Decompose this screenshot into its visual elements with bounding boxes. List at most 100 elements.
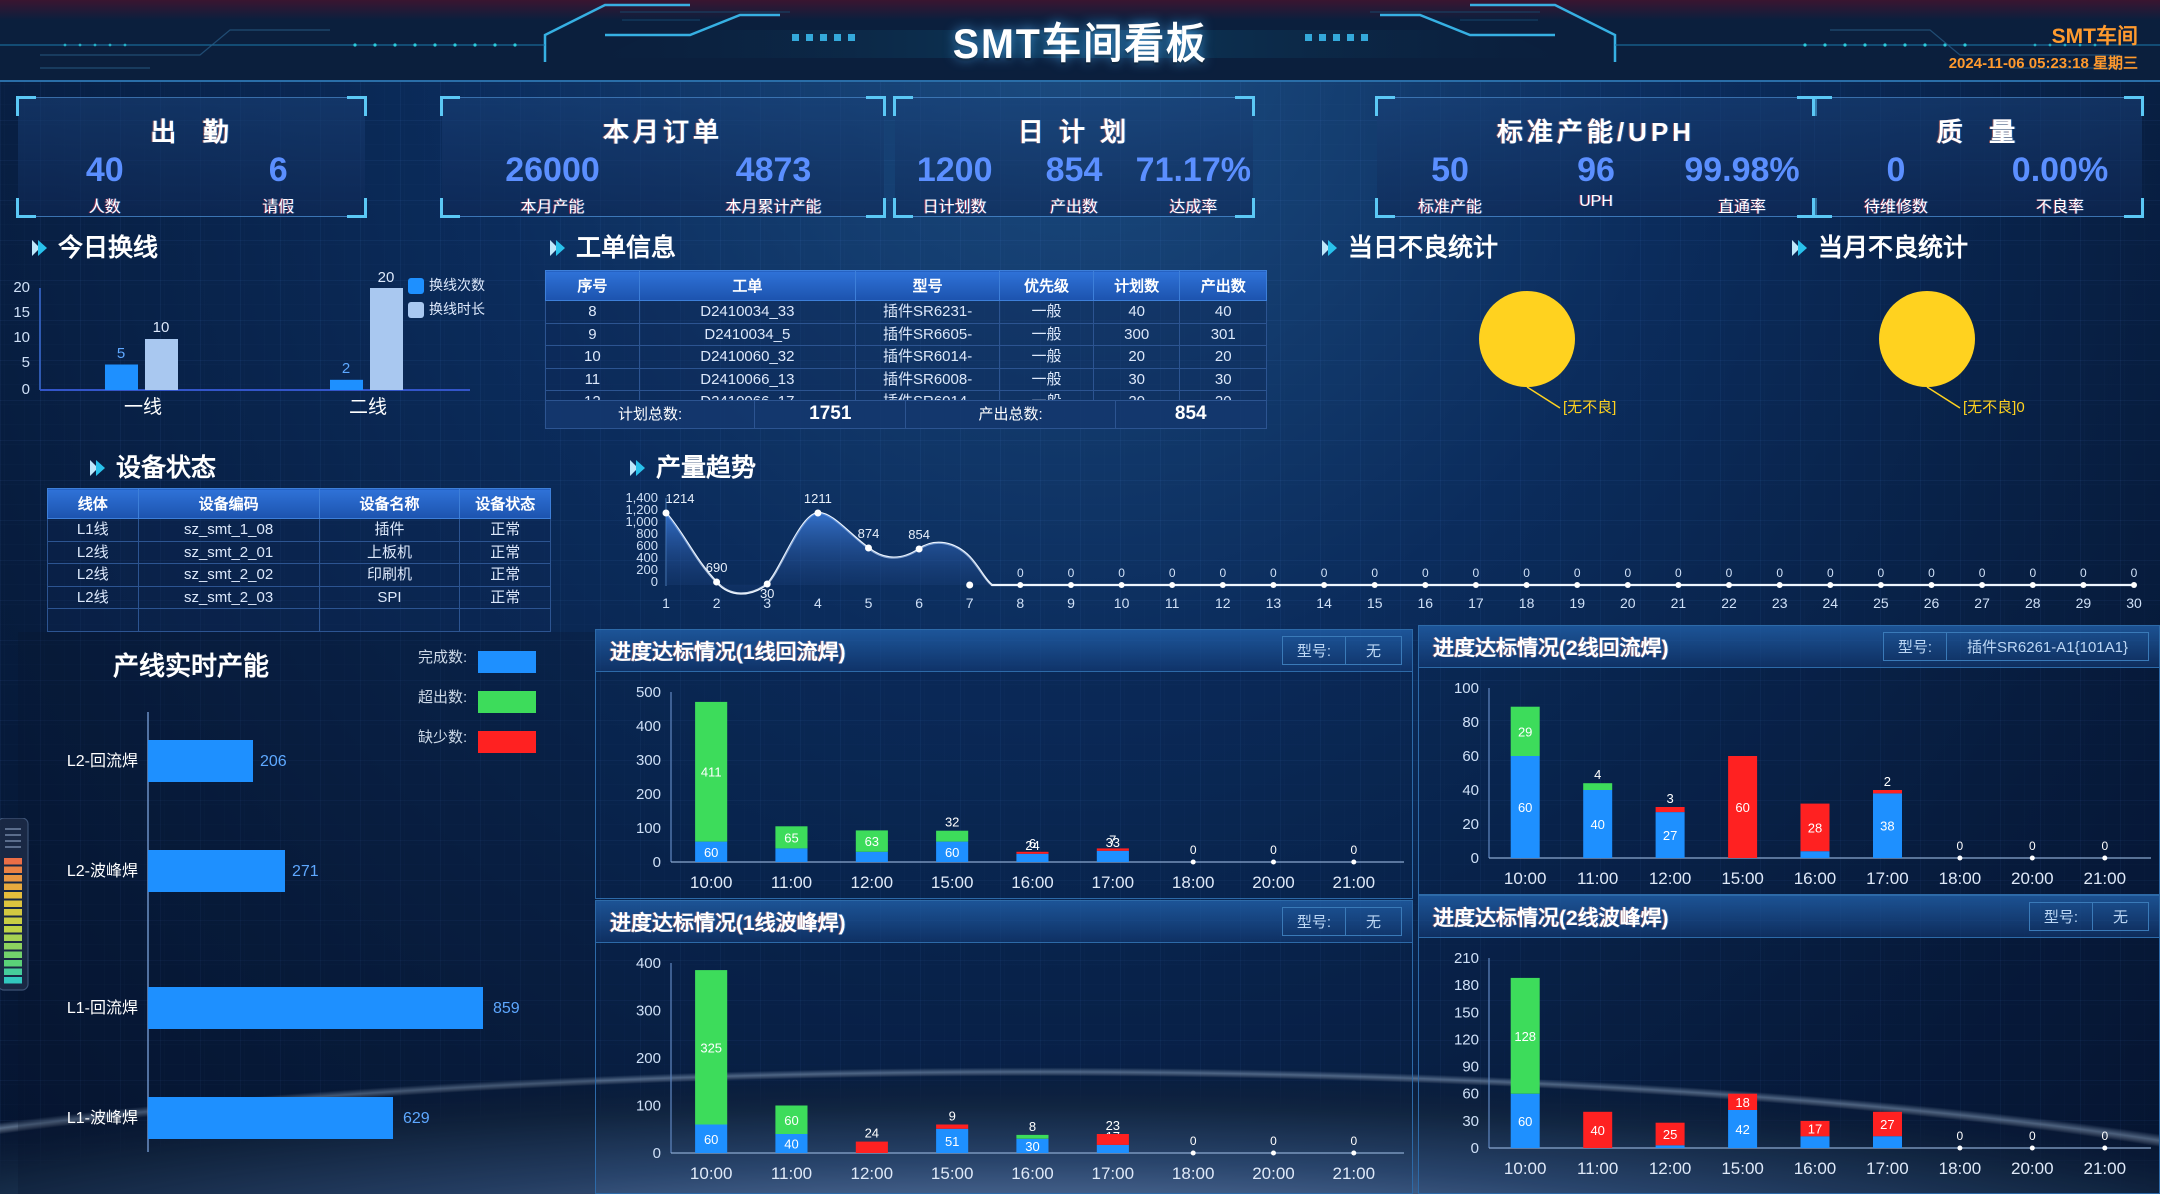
svg-text:0: 0 xyxy=(1675,566,1682,580)
svg-text:0: 0 xyxy=(1827,566,1834,580)
svg-text:0: 0 xyxy=(2029,839,2036,853)
svg-text:完成数:: 完成数: xyxy=(418,649,467,666)
svg-text:0: 0 xyxy=(1190,843,1197,857)
svg-text:25: 25 xyxy=(1873,595,1889,611)
svg-text:0: 0 xyxy=(2029,566,2036,580)
svg-text:0: 0 xyxy=(651,574,658,589)
svg-text:60: 60 xyxy=(1735,800,1749,815)
svg-text:11:00: 11:00 xyxy=(771,1164,812,1183)
svg-text:30: 30 xyxy=(1025,1139,1039,1154)
svg-text:21:00: 21:00 xyxy=(1333,873,1376,892)
svg-text:10:00: 10:00 xyxy=(690,1164,733,1183)
svg-text:60: 60 xyxy=(945,845,959,860)
svg-text:90: 90 xyxy=(1462,1059,1479,1076)
svg-text:0: 0 xyxy=(1321,566,1328,580)
svg-text:27: 27 xyxy=(1663,828,1677,843)
svg-text:40: 40 xyxy=(1590,1123,1604,1138)
svg-text:30: 30 xyxy=(2126,595,2142,611)
svg-text:5: 5 xyxy=(22,354,30,371)
svg-text:换线时长: 换线时长 xyxy=(429,301,485,317)
svg-text:60: 60 xyxy=(1462,1086,1479,1103)
svg-text:40: 40 xyxy=(784,1137,798,1152)
svg-text:0: 0 xyxy=(1523,566,1530,580)
svg-text:17:00: 17:00 xyxy=(1092,1164,1135,1183)
svg-text:9: 9 xyxy=(949,1109,956,1124)
svg-text:二线: 二线 xyxy=(349,396,387,418)
svg-text:0: 0 xyxy=(1068,566,1075,580)
svg-text:65: 65 xyxy=(784,830,798,845)
svg-text:26: 26 xyxy=(1924,595,1940,611)
svg-text:60: 60 xyxy=(1518,800,1532,815)
svg-text:18:00: 18:00 xyxy=(1172,873,1215,892)
svg-text:210: 210 xyxy=(1454,950,1479,967)
svg-text:400: 400 xyxy=(636,718,661,735)
svg-text:690: 690 xyxy=(706,560,728,575)
svg-text:21: 21 xyxy=(1671,595,1687,611)
svg-text:0: 0 xyxy=(1422,566,1429,580)
svg-text:0: 0 xyxy=(653,1145,661,1162)
svg-text:9: 9 xyxy=(1067,595,1075,611)
svg-text:120: 120 xyxy=(1454,1031,1479,1048)
svg-text:0: 0 xyxy=(1118,566,1125,580)
svg-text:0: 0 xyxy=(1270,843,1277,857)
svg-text:18: 18 xyxy=(1735,1095,1749,1110)
svg-text:0: 0 xyxy=(1726,566,1733,580)
svg-text:27: 27 xyxy=(1974,595,1990,611)
svg-text:30: 30 xyxy=(1462,1113,1479,1130)
svg-text:27: 27 xyxy=(1880,1117,1894,1132)
svg-text:22: 22 xyxy=(1721,595,1737,611)
svg-text:0: 0 xyxy=(2101,1129,2108,1143)
svg-text:6: 6 xyxy=(1029,836,1036,851)
svg-text:21:00: 21:00 xyxy=(1333,1164,1376,1183)
svg-text:0: 0 xyxy=(2101,839,2108,853)
svg-text:0: 0 xyxy=(1371,566,1378,580)
svg-text:0: 0 xyxy=(1471,1140,1479,1157)
svg-text:60: 60 xyxy=(1518,1114,1532,1129)
svg-text:15:00: 15:00 xyxy=(1721,869,1764,888)
svg-text:629: 629 xyxy=(403,1110,430,1127)
svg-text:L2-回流焊: L2-回流焊 xyxy=(67,752,138,770)
svg-text:2: 2 xyxy=(342,360,350,377)
svg-text:4: 4 xyxy=(1594,767,1601,782)
svg-text:一线: 一线 xyxy=(124,396,162,418)
svg-text:859: 859 xyxy=(493,1000,520,1017)
svg-text:16:00: 16:00 xyxy=(1794,1159,1837,1178)
svg-text:0: 0 xyxy=(1928,566,1935,580)
svg-text:25: 25 xyxy=(1663,1127,1677,1142)
svg-text:854: 854 xyxy=(908,527,930,542)
svg-text:400: 400 xyxy=(636,955,661,972)
svg-text:21:00: 21:00 xyxy=(2084,1159,2127,1178)
svg-text:换线次数: 换线次数 xyxy=(429,277,485,293)
svg-text:15: 15 xyxy=(13,304,30,321)
svg-text:200: 200 xyxy=(636,1050,661,1067)
svg-text:0: 0 xyxy=(1776,566,1783,580)
svg-text:325: 325 xyxy=(700,1040,722,1055)
svg-text:20:00: 20:00 xyxy=(2011,1159,2054,1178)
svg-text:100: 100 xyxy=(1454,680,1479,697)
svg-text:11:00: 11:00 xyxy=(1577,869,1618,888)
svg-text:100: 100 xyxy=(636,1098,661,1115)
svg-text:20:00: 20:00 xyxy=(2011,869,2054,888)
svg-text:20: 20 xyxy=(13,279,30,296)
svg-text:60: 60 xyxy=(1462,748,1479,765)
svg-text:L2-波峰焊: L2-波峰焊 xyxy=(67,862,138,880)
svg-text:271: 271 xyxy=(292,863,319,880)
svg-text:13: 13 xyxy=(1266,595,1282,611)
svg-text:16:00: 16:00 xyxy=(1794,869,1837,888)
svg-text:40: 40 xyxy=(1462,782,1479,799)
svg-text:12: 12 xyxy=(1215,595,1231,611)
svg-text:缺少数:: 缺少数: xyxy=(418,729,467,746)
svg-text:3: 3 xyxy=(763,595,771,611)
svg-text:128: 128 xyxy=(1514,1029,1536,1044)
svg-text:12:00: 12:00 xyxy=(851,1164,894,1183)
svg-text:0: 0 xyxy=(22,381,30,398)
svg-text:8: 8 xyxy=(1016,595,1024,611)
svg-text:874: 874 xyxy=(858,526,880,541)
svg-text:11:00: 11:00 xyxy=(771,873,812,892)
svg-text:15:00: 15:00 xyxy=(931,873,974,892)
svg-text:29: 29 xyxy=(2076,595,2092,611)
svg-text:0: 0 xyxy=(1350,1134,1357,1148)
svg-text:16: 16 xyxy=(1418,595,1434,611)
svg-text:0: 0 xyxy=(2029,1129,2036,1143)
svg-text:16:00: 16:00 xyxy=(1011,873,1054,892)
